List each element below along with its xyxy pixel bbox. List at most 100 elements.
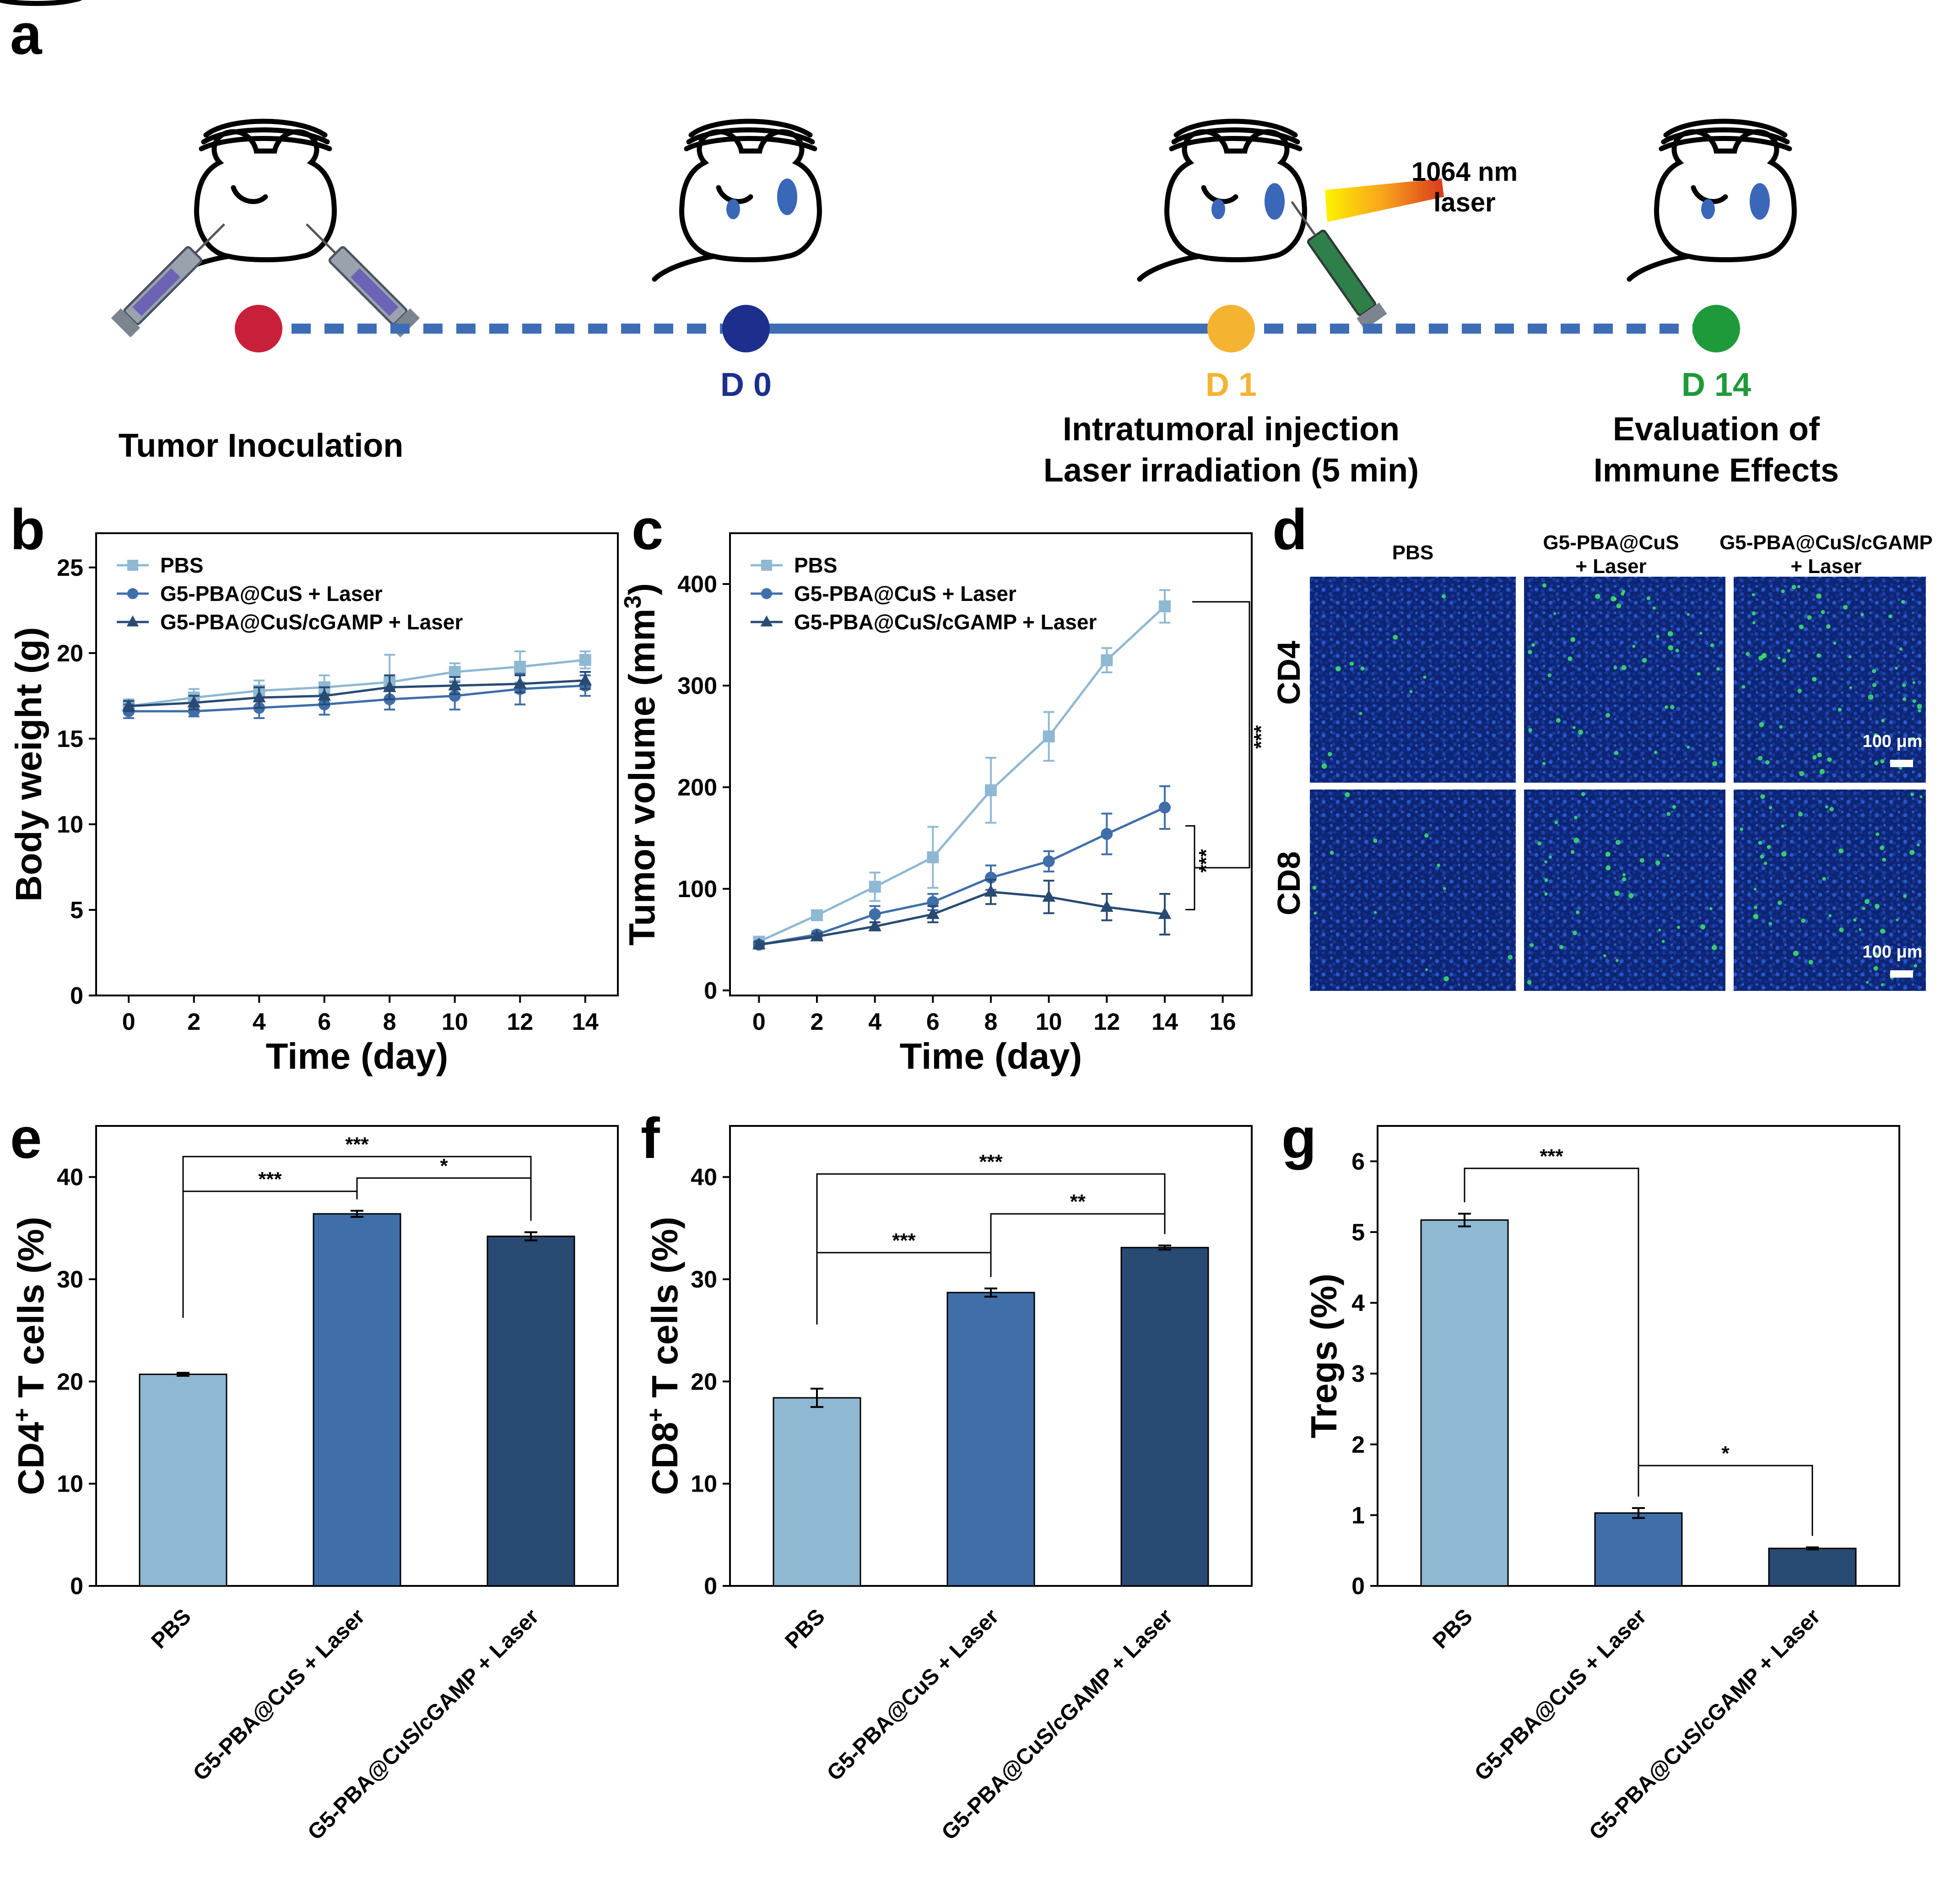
x-category-label: PBS bbox=[781, 1604, 830, 1653]
x-tick-label: 12 bbox=[507, 1009, 533, 1035]
x-tick-label: 6 bbox=[318, 1009, 331, 1035]
series-line bbox=[129, 679, 585, 708]
bar bbox=[1768, 1547, 1857, 1587]
positive-cell-dot bbox=[1632, 644, 1636, 648]
positive-cell-dot bbox=[1528, 649, 1532, 654]
positive-cell-dot bbox=[1615, 840, 1621, 845]
data-point-circle bbox=[449, 690, 461, 702]
positive-cell-dot bbox=[1848, 655, 1852, 659]
positive-cell-dot bbox=[1709, 907, 1713, 910]
label-immune-effects: Immune Effects bbox=[1594, 452, 1839, 489]
y-tick-label: 100 bbox=[677, 876, 717, 903]
positive-cell-dot bbox=[1677, 925, 1681, 929]
data-point-square bbox=[514, 660, 526, 673]
positive-cell-dot bbox=[1544, 860, 1547, 864]
positive-cell-dot bbox=[1853, 918, 1857, 922]
data-point-triangle bbox=[187, 695, 201, 708]
mouse-icon-4 bbox=[1629, 121, 1794, 279]
positive-cell-dot bbox=[1373, 838, 1378, 843]
data-point-square bbox=[449, 666, 461, 678]
positive-cell-dot bbox=[1862, 907, 1865, 910]
x-tick-label: 12 bbox=[1093, 1009, 1120, 1035]
positive-cell-dot bbox=[1919, 795, 1923, 799]
positive-cell-dot bbox=[1880, 845, 1885, 850]
significance-bracket bbox=[1464, 1168, 1639, 1497]
positive-cell-dot bbox=[1570, 850, 1575, 854]
positive-cell-dot bbox=[1801, 918, 1805, 923]
positive-cell-dot bbox=[1603, 954, 1606, 957]
label-tumor-inoculation: Tumor Inoculation bbox=[119, 427, 404, 464]
positive-cell-dot bbox=[1833, 642, 1837, 645]
significance-bracket bbox=[182, 1156, 532, 1318]
data-point-triangle bbox=[126, 615, 139, 627]
positive-cell-dot bbox=[1425, 968, 1428, 971]
y-tick-label: 300 bbox=[677, 673, 717, 699]
positive-cell-dot bbox=[1751, 593, 1755, 596]
y-axis-label: CD4+ T cells (%) bbox=[9, 1217, 51, 1495]
positive-cell-dot bbox=[1697, 672, 1701, 676]
positive-cell-dot bbox=[1779, 725, 1783, 729]
positive-cell-dot bbox=[1769, 806, 1773, 810]
legend-label: G5-PBA@CuS/cGAMP + Laser bbox=[160, 610, 463, 634]
positive-cell-dot bbox=[1751, 611, 1756, 616]
positive-cell-dot bbox=[1912, 699, 1916, 703]
positive-cell-dot bbox=[1613, 666, 1617, 670]
positive-cell-dot bbox=[1666, 854, 1670, 857]
micrograph-cd8-g5c bbox=[1734, 790, 1926, 991]
timeline-dot-inoculation bbox=[235, 305, 282, 352]
y-axis-label: Body weight (g) bbox=[8, 627, 49, 902]
x-tick-label: 8 bbox=[383, 1009, 396, 1035]
positive-cell-dot bbox=[1359, 712, 1362, 715]
positive-cell-dot bbox=[1902, 683, 1906, 687]
bar bbox=[773, 1397, 861, 1587]
positive-cell-dot bbox=[1760, 794, 1765, 799]
significance-bracket bbox=[1192, 601, 1250, 869]
scale-label-cd4: 100 μm bbox=[1863, 732, 1923, 751]
positive-cell-dot bbox=[1843, 605, 1848, 610]
positive-cell-dot bbox=[1437, 863, 1441, 867]
series-line bbox=[758, 806, 1166, 946]
x-tick-label: 10 bbox=[1036, 1009, 1062, 1035]
positive-cell-dot bbox=[1875, 903, 1880, 909]
panel-letter-c: c bbox=[632, 498, 664, 562]
positive-cell-dot bbox=[1581, 792, 1585, 796]
positive-cell-dot bbox=[1605, 713, 1611, 718]
micrograph-cd4-g5c bbox=[1734, 577, 1926, 783]
positive-cell-dot bbox=[1528, 728, 1532, 732]
positive-cell-dot bbox=[1741, 685, 1746, 689]
y-axis-label-sup: + bbox=[643, 1408, 669, 1422]
y-tick-label: 0 bbox=[704, 978, 717, 1004]
x-tick-label: 14 bbox=[1151, 1009, 1178, 1035]
positive-cell-dot bbox=[1793, 951, 1799, 957]
positive-cell-dot bbox=[1711, 945, 1717, 951]
scale-bar-cd4 bbox=[1890, 760, 1913, 767]
y-tick-label: 30 bbox=[57, 1266, 83, 1293]
positive-cell-dot bbox=[1699, 632, 1703, 635]
positive-cell-dot bbox=[1573, 726, 1576, 729]
data-point-circle bbox=[188, 705, 200, 718]
positive-cell-dot bbox=[1909, 737, 1914, 741]
positive-cell-dot bbox=[1888, 614, 1892, 618]
positive-cell-dot bbox=[1881, 983, 1884, 986]
significance-label: ** bbox=[1070, 1190, 1086, 1213]
y-tick-label: 10 bbox=[57, 1471, 83, 1498]
legend-label: PBS bbox=[160, 553, 204, 577]
positive-cell-dot bbox=[1797, 688, 1802, 693]
data-point-triangle bbox=[984, 884, 998, 897]
positive-cell-dot bbox=[1572, 930, 1577, 936]
positive-cell-dot bbox=[1314, 911, 1317, 915]
y-axis-label-sup: + bbox=[9, 1408, 35, 1422]
significance-label: *** bbox=[892, 1229, 916, 1252]
label-evaluation: Evaluation of bbox=[1613, 411, 1820, 448]
positive-cell-dot bbox=[1812, 676, 1817, 682]
positive-cell-dot bbox=[1576, 910, 1580, 914]
positive-cell-dot bbox=[1537, 841, 1542, 846]
positive-cell-dot bbox=[1640, 858, 1644, 863]
label-d1: D 1 bbox=[1205, 367, 1257, 403]
positive-cell-dot bbox=[1345, 792, 1350, 797]
x-tick-label: 10 bbox=[442, 1009, 468, 1035]
positive-cell-dot bbox=[1559, 945, 1564, 950]
positive-cell-dot bbox=[1700, 924, 1706, 930]
positive-cell-dot bbox=[1753, 914, 1759, 920]
positive-cell-dot bbox=[1914, 964, 1917, 968]
